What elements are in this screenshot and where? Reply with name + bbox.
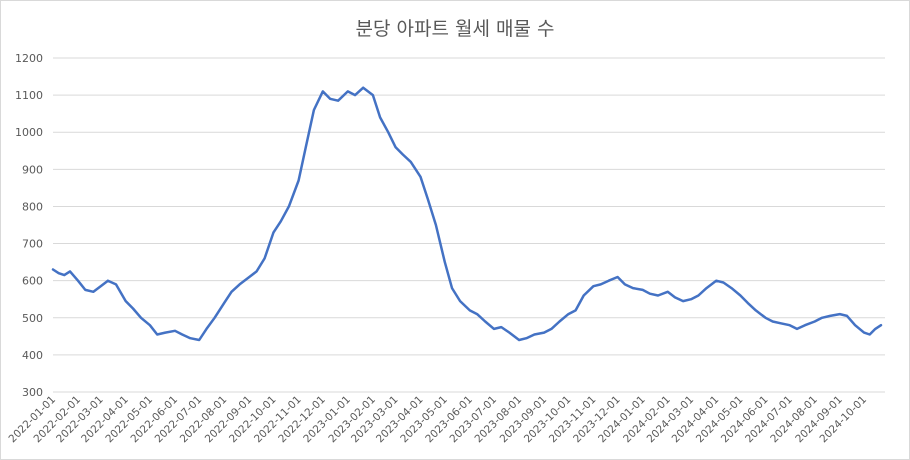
series-layer [51, 86, 883, 342]
y-tick-label: 700 [22, 238, 43, 251]
y-tick-label: 1000 [15, 126, 43, 139]
series-line [51, 86, 883, 342]
y-axis-ticks: 300 400 500 600 700 800 900 1000 1100 1200 [15, 52, 43, 399]
y-tick-label: 500 [22, 312, 43, 325]
y-tick-label: 800 [22, 200, 43, 213]
y-tick-label: 600 [22, 275, 43, 288]
x-axis-ticks: 2022-01-012022-02-012022-03-012022-04-01… [6, 394, 869, 446]
y-tick-label: 1200 [15, 52, 43, 65]
y-tick-label: 400 [22, 349, 43, 362]
chart-title: 분당 아파트 월세 매물 수 [355, 18, 555, 40]
y-tick-label: 900 [22, 163, 43, 176]
gridlines [53, 57, 885, 393]
y-tick-label: 300 [22, 386, 43, 399]
y-tick-label: 1100 [15, 89, 43, 102]
